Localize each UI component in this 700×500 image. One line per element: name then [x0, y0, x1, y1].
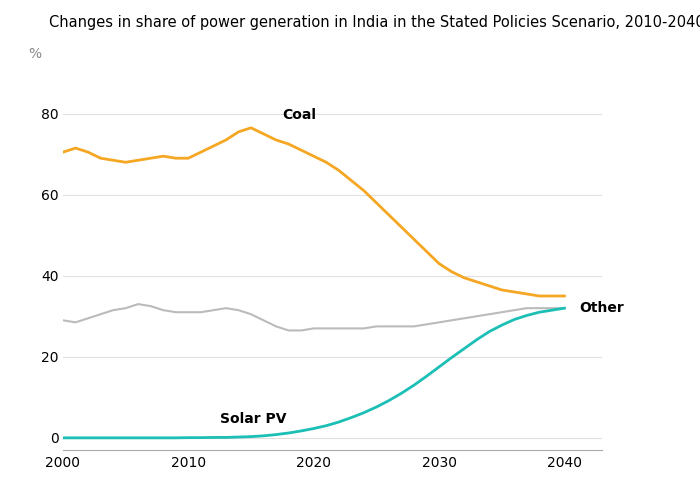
Text: Changes in share of power generation in India in the Stated Policies Scenario, 2: Changes in share of power generation in …	[49, 15, 700, 30]
Text: Coal: Coal	[282, 108, 316, 122]
Text: Solar PV: Solar PV	[220, 412, 286, 426]
Text: Other: Other	[580, 301, 624, 315]
Text: %: %	[28, 47, 41, 61]
